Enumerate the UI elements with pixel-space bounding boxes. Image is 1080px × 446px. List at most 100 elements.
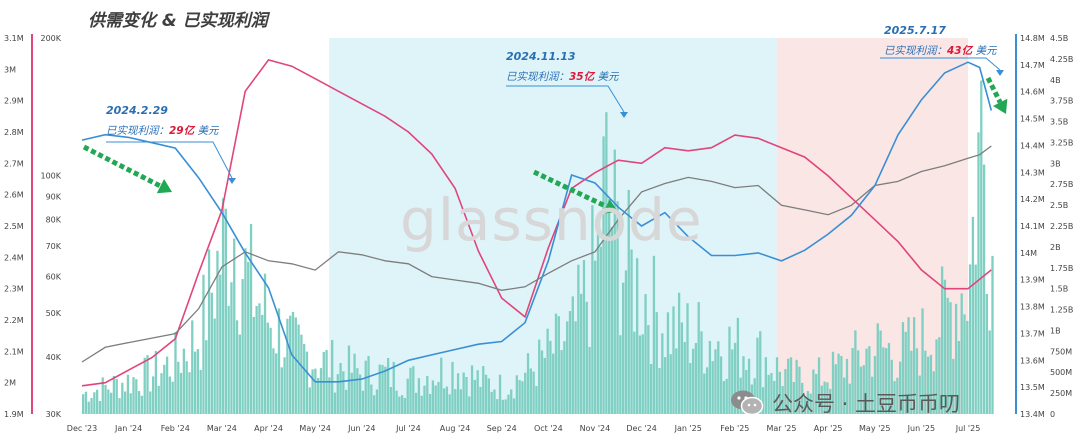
profit-bar (93, 392, 96, 414)
profit-bar (308, 387, 311, 414)
profit-bar (675, 348, 678, 414)
profit-bar (473, 379, 477, 414)
profit-bar (370, 384, 373, 414)
profit-bar (700, 331, 703, 414)
profit-bar (191, 320, 194, 414)
profit-bar (193, 351, 197, 414)
profit-tick-label: 1B (1050, 326, 1061, 335)
profit-bar (403, 397, 407, 414)
profit-bar (946, 297, 949, 414)
profit-bar (255, 306, 258, 414)
profit-bar (440, 357, 443, 414)
profit-bar (230, 282, 233, 414)
profit-bar (202, 274, 205, 414)
profit-bar (305, 351, 309, 414)
profit-bar (336, 374, 339, 414)
profit-bar (644, 294, 647, 414)
profit-bar (90, 398, 93, 414)
x-tick-label: Aug '24 (440, 424, 471, 433)
profit-bar (647, 325, 650, 414)
far-left-tick-label: 2.5M (4, 222, 24, 231)
profit-bar (988, 330, 991, 414)
profit-bar (510, 389, 513, 414)
profit-bar (496, 399, 499, 414)
profit-tick-label: 1.5B (1050, 285, 1068, 294)
supply-tick-label: 13.6M (1020, 356, 1045, 365)
profit-bar (504, 399, 507, 414)
profit-bar (622, 282, 625, 414)
profit-tick-label: 500M (1050, 368, 1072, 377)
profit-bar (123, 391, 127, 414)
profit-bar (759, 331, 762, 414)
profit-tick-label: 750M (1050, 347, 1072, 356)
profit-bar (812, 369, 815, 414)
profit-bar (277, 308, 281, 414)
profit-bar (803, 395, 807, 414)
profit-bar (552, 353, 555, 414)
callout-label: 已实现利润： (506, 71, 569, 83)
profit-bar (731, 349, 734, 414)
trend-arrow-1 (82, 144, 162, 189)
profit-bar (101, 377, 104, 414)
profit-bar (591, 205, 594, 414)
profit-bar (680, 322, 684, 414)
axis-lines (31, 34, 1017, 414)
profit-bar (515, 375, 518, 414)
profit-bar (714, 349, 717, 414)
profit-bar (829, 388, 832, 414)
profit-tick-label: 4.25B (1050, 55, 1073, 64)
supply-tick-label: 14.2M (1020, 195, 1045, 204)
profit-bar (801, 382, 804, 414)
profit-bar (610, 226, 614, 414)
callout-leaders (106, 57, 1004, 184)
profit-bar (400, 395, 404, 414)
profit-bar (652, 255, 656, 414)
profit-bar (560, 350, 563, 414)
profit-bar (815, 374, 818, 414)
profit-bar (448, 394, 451, 414)
wechat-icon (731, 390, 764, 416)
callout-leader-3 (880, 57, 1001, 71)
far-left-tick-label: 2M (4, 379, 16, 388)
profit-bar (672, 306, 675, 414)
profit-bar (859, 366, 863, 414)
supply-tick-label: 14.6M (1020, 88, 1045, 97)
trend-arrow-1-head (156, 178, 172, 194)
profit-bar (781, 386, 784, 414)
profit-bar (566, 321, 569, 414)
supply-axis-ticks: 13.4M 13.5M 13.6M 13.7M 13.8M 13.9M 14M 14.1M 14… (1020, 34, 1045, 419)
profit-bar (266, 322, 269, 414)
profit-bar (454, 389, 457, 414)
profit-bar (512, 398, 516, 414)
profit-bar (227, 305, 230, 414)
profit-bar (269, 327, 272, 414)
profit-bar (960, 293, 963, 414)
profit-bar (826, 382, 829, 414)
profit-bar (655, 312, 658, 414)
profit-bar (638, 335, 642, 414)
profit-bar (417, 378, 421, 414)
profit-bar (940, 266, 944, 414)
profit-bar (624, 270, 628, 414)
profit-bar (862, 365, 865, 414)
profit-bar (423, 385, 426, 414)
profit-bar (742, 356, 745, 414)
profit-bar (837, 353, 840, 414)
profit-bar (149, 391, 152, 414)
profit-bar (585, 301, 588, 414)
profit-bar (775, 357, 779, 414)
profit-bar (171, 381, 174, 414)
profit-bar (843, 377, 846, 414)
profit-bar (241, 279, 244, 414)
profit-bar (882, 347, 885, 414)
profit-bar (146, 355, 149, 414)
profit-bar (935, 339, 938, 414)
profit-bar (434, 385, 437, 414)
profit-bar (756, 337, 759, 414)
profit-bar (845, 358, 849, 414)
supply-tick-label: 13.7M (1020, 329, 1045, 338)
x-tick-label: Jan '24 (114, 424, 142, 433)
far-left-tick-label: 3M (4, 65, 16, 74)
profit-bar (910, 350, 913, 414)
profit-bar (635, 258, 639, 414)
